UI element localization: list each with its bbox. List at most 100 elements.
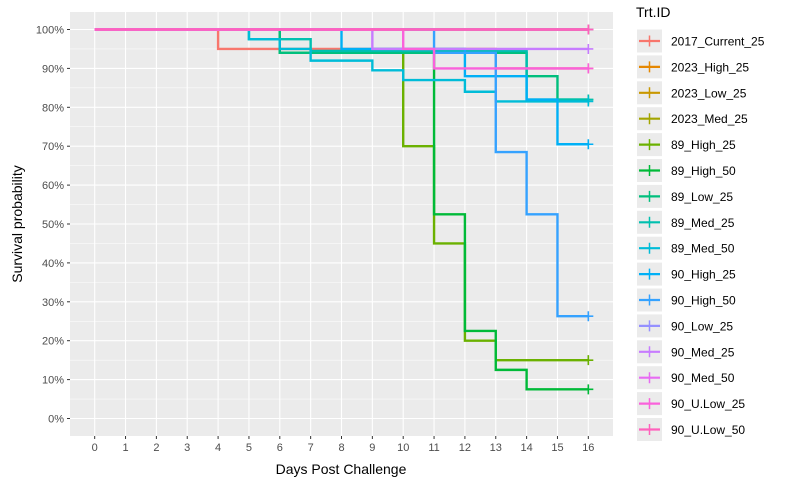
x-tick-label: 1 (122, 442, 128, 454)
legend-label: 90_High_50 (671, 294, 736, 308)
legend-label: 90_U.Low_50 (671, 423, 745, 437)
legend-label: 90_Low_25 (671, 319, 733, 333)
legend-item: 89_Low_25 (637, 184, 733, 208)
censor-mark (583, 96, 594, 107)
legend-key-cross (644, 165, 655, 176)
legend-item: 2023_Med_25 (637, 107, 748, 131)
x-axis-title: Days Post Challenge (276, 461, 407, 477)
legend-label: 2017_Current_25 (671, 35, 765, 49)
x-tick-label: 6 (277, 442, 283, 454)
legend-key-cross (644, 35, 655, 47)
legend-label: 89_High_50 (671, 164, 736, 178)
x-tick-label: 2 (153, 442, 159, 454)
censor-mark (583, 43, 594, 54)
y-axis-title: Survival probability (9, 165, 25, 283)
legend-item: 89_High_25 (637, 133, 736, 157)
legend-label: 2023_Med_25 (671, 112, 748, 126)
legend-item: 90_Low_25 (637, 314, 733, 338)
legend-item: 90_U.Low_50 (637, 418, 745, 441)
x-tick-label: 9 (369, 442, 375, 454)
legend-key-cross (644, 320, 655, 332)
legend-key-cross (644, 113, 655, 125)
y-tick-label: 90% (42, 63, 64, 75)
censor-mark (583, 311, 594, 322)
series-line (94, 28, 589, 318)
y-tick-label: 60% (42, 180, 64, 192)
legend-key-cross (644, 87, 655, 99)
legend-key-cross (644, 216, 655, 228)
legend-label: 2023_Low_25 (671, 86, 747, 100)
censor-mark (583, 63, 594, 74)
censor-mark (583, 139, 594, 150)
x-tick-label: 0 (92, 442, 98, 454)
series-90_High_50 (94, 28, 594, 322)
y-tick-label: 40% (42, 258, 64, 270)
legend-item: 90_Med_50 (637, 366, 735, 390)
legend-item: 90_High_50 (637, 288, 736, 312)
legend-label: 90_High_25 (671, 268, 736, 282)
series-line (94, 28, 589, 103)
series-90_U.Low_50 (94, 24, 594, 35)
legend-label: 89_Med_50 (671, 242, 735, 256)
legend-label: 89_Med_25 (671, 216, 735, 230)
series-90_High_25 (94, 28, 594, 150)
legend-label: 89_High_25 (671, 138, 736, 152)
legend-key-cross (644, 346, 655, 358)
legend-items: 2017_Current_25 2023_High_25 2023_Low_25 20… (637, 29, 765, 441)
legend-key-cross (644, 398, 655, 410)
x-tick-label: 8 (338, 442, 344, 454)
y-tick-label: 0% (48, 413, 64, 425)
legend-label: 90_Med_25 (671, 345, 735, 359)
legend-label: 2023_High_25 (671, 60, 749, 74)
y-tick-label: 80% (42, 102, 64, 114)
legend-label: 90_Med_50 (671, 371, 735, 385)
legend-item: 89_High_50 (637, 159, 736, 182)
x-tick-label: 16 (582, 442, 594, 454)
legend-item: 89_Med_25 (637, 210, 735, 234)
legend: Trt.ID 2017_Current_25 2023_High_25 2023_L… (636, 4, 765, 441)
legend-title: Trt.ID (636, 4, 670, 20)
legend-key-cross (644, 424, 655, 435)
x-tick-label: 15 (551, 442, 563, 454)
x-tick-label: 3 (184, 442, 190, 454)
y-tick-label: 20% (42, 336, 64, 348)
x-tick-label: 4 (215, 442, 221, 454)
x-tick-label: 10 (397, 442, 409, 454)
x-tick-label: 7 (308, 442, 314, 454)
legend-item: 89_Med_50 (637, 236, 735, 260)
x-tick-label: 14 (520, 442, 532, 454)
legend-item: 90_U.Low_25 (637, 392, 745, 416)
x-tick-label: 5 (246, 442, 252, 454)
x-tick-label: 13 (490, 442, 502, 454)
series-line (94, 28, 589, 146)
legend-key-cross (644, 372, 655, 384)
y-tick-label: 100% (36, 25, 64, 37)
legend-key-cross (644, 139, 655, 151)
y-axis: 0% 10% 20% 30% 40% 50% 60% 70% 80% 90% 100% (36, 25, 70, 425)
legend-item: 2023_High_25 (637, 55, 749, 79)
legend-label: 90_U.Low_25 (671, 397, 745, 411)
y-tick-label: 30% (42, 297, 64, 309)
y-tick-label: 50% (42, 219, 64, 231)
censor-mark (583, 24, 594, 35)
y-tick-label: 70% (42, 141, 64, 153)
x-tick-label: 11 (428, 442, 439, 454)
legend-key-cross (644, 190, 655, 202)
x-axis: 0 1 2 3 4 5 6 7 8 9 10 11 12 13 14 15 16 (92, 436, 594, 454)
legend-item: 2023_Low_25 (637, 81, 747, 105)
censor-mark (583, 355, 594, 366)
legend-key-cross (644, 61, 655, 73)
legend-label: 89_Low_25 (671, 190, 733, 204)
legend-key-cross (644, 268, 655, 280)
censor-mark (583, 384, 594, 395)
y-tick-label: 10% (42, 375, 64, 387)
series-layer (94, 24, 594, 395)
legend-item: 90_High_25 (637, 262, 736, 286)
legend-item: 2017_Current_25 (637, 29, 765, 53)
legend-item: 90_Med_25 (637, 340, 735, 364)
series-89_Med_50 (94, 28, 594, 107)
legend-key-cross (644, 242, 655, 254)
legend-key-cross (644, 294, 655, 306)
x-tick-label: 12 (459, 442, 471, 454)
